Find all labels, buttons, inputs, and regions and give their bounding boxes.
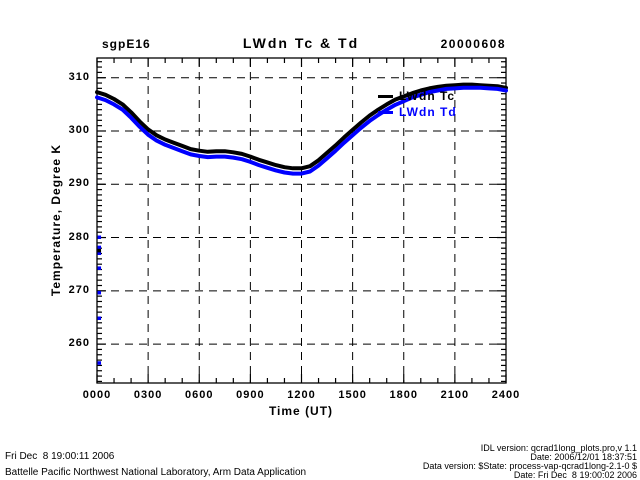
x-tick-label: 0300 [133, 389, 163, 401]
plot-title: LWdn Tc & Td [242, 35, 360, 51]
site-label: sgpE16 [102, 37, 151, 51]
axis-artifact-blue [97, 245, 102, 250]
y-tick-label: 270 [68, 283, 90, 296]
x-tick-label: 2400 [491, 389, 521, 401]
y-tick-label: 310 [68, 70, 90, 83]
legend-entry-tc: LWdn Tc [378, 89, 454, 103]
x-axis-title: Time (UT) [268, 404, 334, 418]
footer-process-date: Date: Fri Dec 8 19:00:02 2006 [513, 470, 637, 480]
x-tick-label: 1500 [338, 389, 367, 401]
axis-artifact-blue [97, 235, 102, 240]
footer-idl-version: IDL version: qcrad1long_plots.pro,v 1.1 [480, 443, 637, 453]
footer-plot-timestamp: Fri Dec 8 19:00:11 2006 [5, 451, 115, 462]
y-tick-label: 280 [68, 230, 90, 243]
x-tick-label: 0900 [236, 389, 265, 401]
date-label: 20000608 [440, 37, 506, 51]
y-tick-label: 290 [68, 177, 90, 190]
x-tick-label: 0600 [185, 389, 214, 401]
legend-line-sample-tc [378, 95, 393, 98]
legend-entry-td: LWdn Td [378, 105, 456, 119]
axis-artifact-blue [97, 361, 102, 365]
axis-artifact-blue [97, 290, 102, 295]
series-line-tc [95, 82, 508, 171]
y-axis-title: Temperature, Degree K [49, 143, 63, 297]
y-tick-label: 300 [68, 123, 90, 136]
x-tick-label: 1200 [287, 389, 316, 401]
series-line-td [95, 85, 508, 176]
footer-data-version: Data version: $State: process-vap-qcrad1… [422, 461, 637, 471]
x-tick-label: 0000 [82, 389, 112, 401]
footer-organization: Battelle Pacific Northwest National Labo… [5, 467, 307, 478]
axis-artifact-blue [97, 316, 102, 320]
legend-label-tc: LWdn Tc [399, 89, 456, 103]
x-tick-label: 2100 [440, 389, 470, 401]
footer-idl-date: Date: 2006/12/01 18:37:51 [530, 452, 637, 462]
legend-label-td: LWdn Td [399, 105, 457, 119]
axis-artifact-blue [97, 266, 102, 270]
axis-artifact-black [97, 248, 102, 253]
axis-artifact-blue [97, 251, 102, 255]
legend-line-sample-td [378, 111, 393, 114]
y-tick-label: 260 [68, 337, 90, 350]
x-tick-label: 1800 [389, 389, 418, 401]
